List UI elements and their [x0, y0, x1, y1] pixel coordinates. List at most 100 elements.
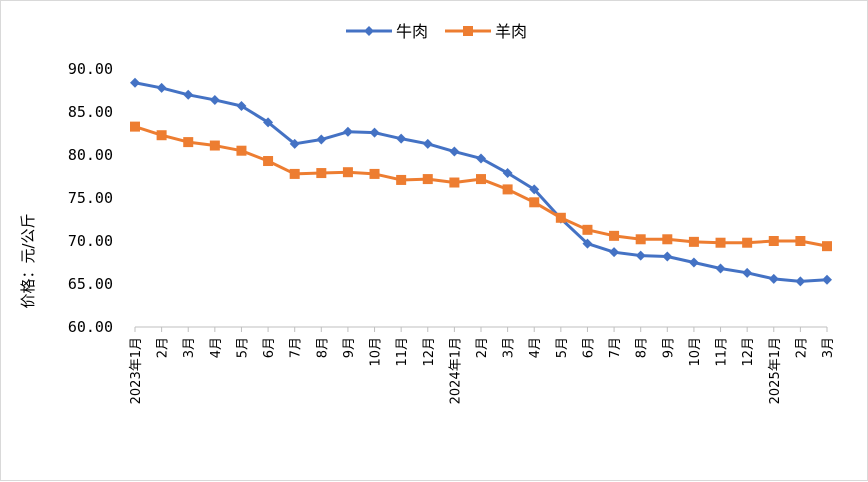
data-point: [209, 140, 220, 151]
data-point: [396, 133, 407, 144]
data-point: [795, 236, 806, 246]
x-axis: 2023年1月 2月 3月 4月 5月 6月 7月 8月 9月 10月 11月 12月 2024年1月 2…: [129, 326, 836, 404]
data-point: [369, 168, 380, 179]
data-point: [529, 184, 540, 195]
x-tick-label: 11月: [715, 337, 730, 367]
data-point: [476, 174, 486, 185]
y-tick-label: 80.00: [68, 146, 113, 164]
legend-marker: [364, 26, 374, 36]
data-point: [449, 177, 460, 188]
x-tick-label: 2023年1月: [129, 337, 144, 404]
data-point: [742, 237, 753, 248]
data-point: [822, 241, 832, 252]
data-point: [396, 174, 407, 185]
data-point: [582, 224, 593, 235]
data-point: [449, 146, 460, 157]
data-point: [635, 250, 646, 261]
data-point: [263, 117, 274, 128]
x-tick-label: 2月: [156, 337, 171, 358]
x-tick-label: 9月: [661, 337, 676, 358]
data-point: [662, 251, 673, 262]
x-tick-label: 6月: [262, 337, 277, 358]
data-point: [502, 184, 513, 195]
x-tick-label: 8月: [315, 337, 330, 358]
data-point: [555, 212, 566, 223]
data-point: [688, 257, 699, 268]
data-point: [342, 126, 353, 137]
data-point: [289, 138, 300, 149]
data-point: [183, 137, 194, 148]
data-point: [795, 276, 806, 287]
x-tick-label: 12月: [741, 337, 756, 367]
legend-item: 牛肉: [346, 22, 428, 41]
data-point: [316, 168, 327, 179]
x-tick-label: 2024年1月: [448, 337, 463, 404]
y-tick-label: 70.00: [68, 232, 113, 250]
data-point: [209, 94, 220, 105]
y-axis-label: 价格：元/公斤: [19, 213, 37, 308]
legend-label: 羊肉: [495, 22, 527, 41]
x-tick-label: 9月: [342, 337, 357, 358]
x-tick-label: 5月: [555, 337, 570, 358]
data-point: [236, 145, 247, 156]
x-tick-label: 2月: [794, 337, 809, 358]
legend-marker: [463, 26, 473, 36]
data-point: [263, 156, 274, 167]
y-tick-label: 65.00: [68, 275, 113, 293]
data-point: [529, 197, 540, 208]
legend-item: 羊肉: [445, 22, 527, 41]
series-line: [134, 125, 828, 248]
data-point: [422, 174, 433, 185]
x-tick-label: 7月: [608, 337, 623, 358]
data-point: [822, 274, 832, 285]
data-point: [236, 100, 247, 111]
x-tick-label: 3月: [502, 337, 517, 358]
legend-label: 牛肉: [396, 22, 428, 41]
data-point: [688, 236, 699, 247]
x-tick-label: 4月: [528, 337, 543, 358]
data-point: [609, 230, 620, 241]
series-mutton: [130, 121, 832, 252]
data-point: [476, 153, 486, 164]
x-tick-label: 2月: [475, 337, 490, 358]
y-tick-label: 75.00: [68, 189, 113, 207]
data-point: [342, 167, 353, 178]
data-point: [635, 234, 646, 245]
x-tick-label: 2025年1月: [768, 337, 783, 404]
x-tick-label: 10月: [369, 337, 384, 367]
data-point: [662, 234, 673, 245]
data-point: [609, 247, 620, 258]
data-point: [156, 130, 167, 141]
data-point: [156, 82, 167, 93]
data-point: [130, 121, 140, 132]
x-tick-label: 3月: [821, 337, 836, 358]
data-point: [316, 134, 327, 145]
series-beef: [130, 77, 832, 287]
data-point: [715, 263, 726, 274]
y-tick-label: 60.00: [68, 318, 113, 336]
x-tick-label: 6月: [581, 337, 596, 358]
data-point: [768, 273, 779, 284]
data-point: [742, 267, 753, 278]
data-point: [183, 89, 194, 100]
data-point: [502, 168, 513, 179]
y-axis: 60.00 65.00 70.00 75.00 80.00 85.00 90.00: [68, 60, 113, 336]
data-point: [369, 127, 380, 138]
y-tick-label: 90.00: [68, 60, 113, 78]
data-point: [422, 138, 433, 149]
x-tick-label: 8月: [635, 337, 650, 358]
x-tick-label: 4月: [209, 337, 224, 358]
data-point: [130, 77, 140, 88]
data-point: [715, 237, 726, 248]
x-tick-label: 7月: [289, 337, 304, 358]
data-point: [582, 238, 593, 249]
plot-area: [130, 77, 832, 287]
x-tick-label: 3月: [182, 337, 197, 358]
x-tick-label: 10月: [688, 337, 703, 367]
x-tick-label: 5月: [235, 337, 250, 358]
data-point: [768, 236, 779, 246]
x-tick-label: 12月: [422, 337, 437, 367]
legend: 牛肉 羊肉: [346, 22, 527, 41]
